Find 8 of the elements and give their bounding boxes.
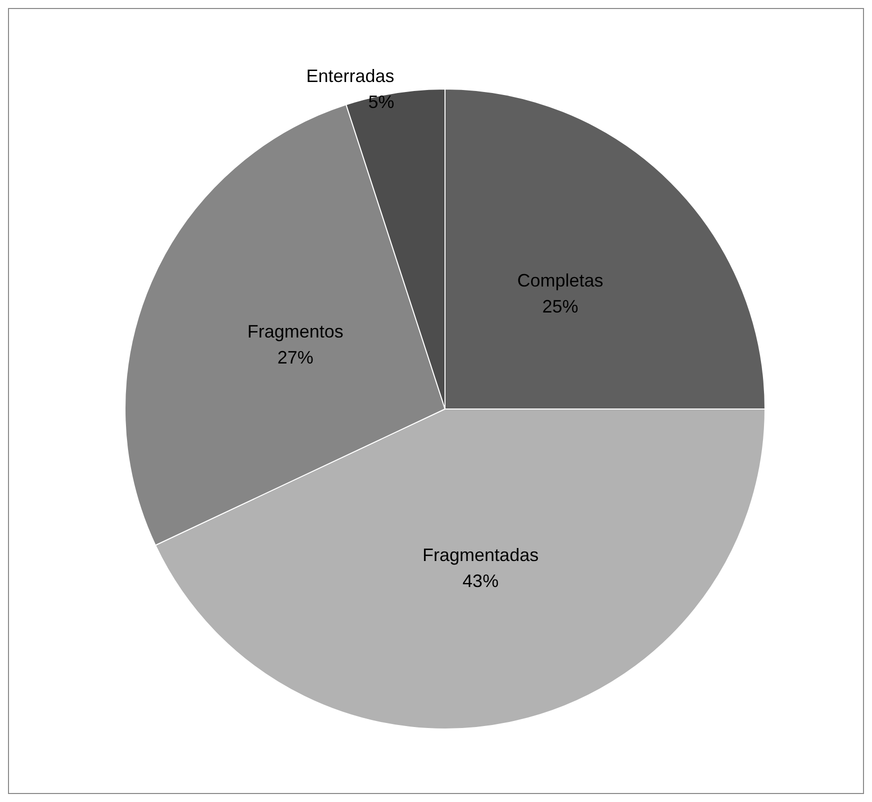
slice-label: Enterradas xyxy=(306,66,394,86)
slice-label: Fragmentadas xyxy=(422,545,539,566)
data-label: 25% xyxy=(542,296,578,317)
data-label: 27% xyxy=(277,347,314,368)
data-label: 5% xyxy=(368,92,394,112)
slice-label: Completas xyxy=(517,270,604,291)
data-label: 43% xyxy=(462,571,499,592)
slice-label: Fragmentos xyxy=(247,321,344,342)
